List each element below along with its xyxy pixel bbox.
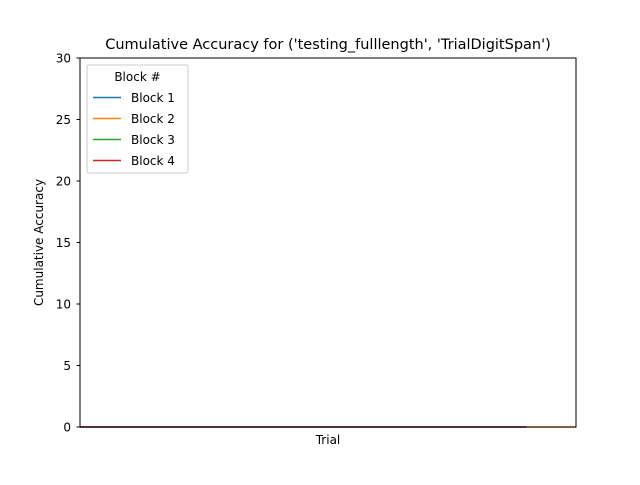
chart-title: Cumulative Accuracy for ('testing_fullle… [105,37,551,53]
y-tick-label: 25 [56,113,71,127]
legend-label-block-1: Block 1 [131,91,175,105]
legend-label-block-4: Block 4 [131,154,175,168]
y-tick-label: 20 [56,175,71,189]
y-tick-label: 10 [56,298,71,312]
y-tick-label: 0 [63,421,71,435]
y-tick-label: 30 [56,52,71,66]
legend: Block # Block 1 Block 2 Block 3 Block 4 [86,64,189,174]
legend-box [86,64,189,174]
legend-label-block-2: Block 2 [131,112,175,126]
legend-title: Block # [114,70,160,84]
y-axis-label: Cumulative Accuracy [32,179,46,306]
legend-label-block-3: Block 3 [131,133,175,147]
y-tick-label: 5 [63,359,71,373]
y-tick-label: 15 [56,236,71,250]
y-axis: 0 5 10 15 20 25 30 [56,52,80,435]
x-axis-label: Trial [315,433,341,447]
